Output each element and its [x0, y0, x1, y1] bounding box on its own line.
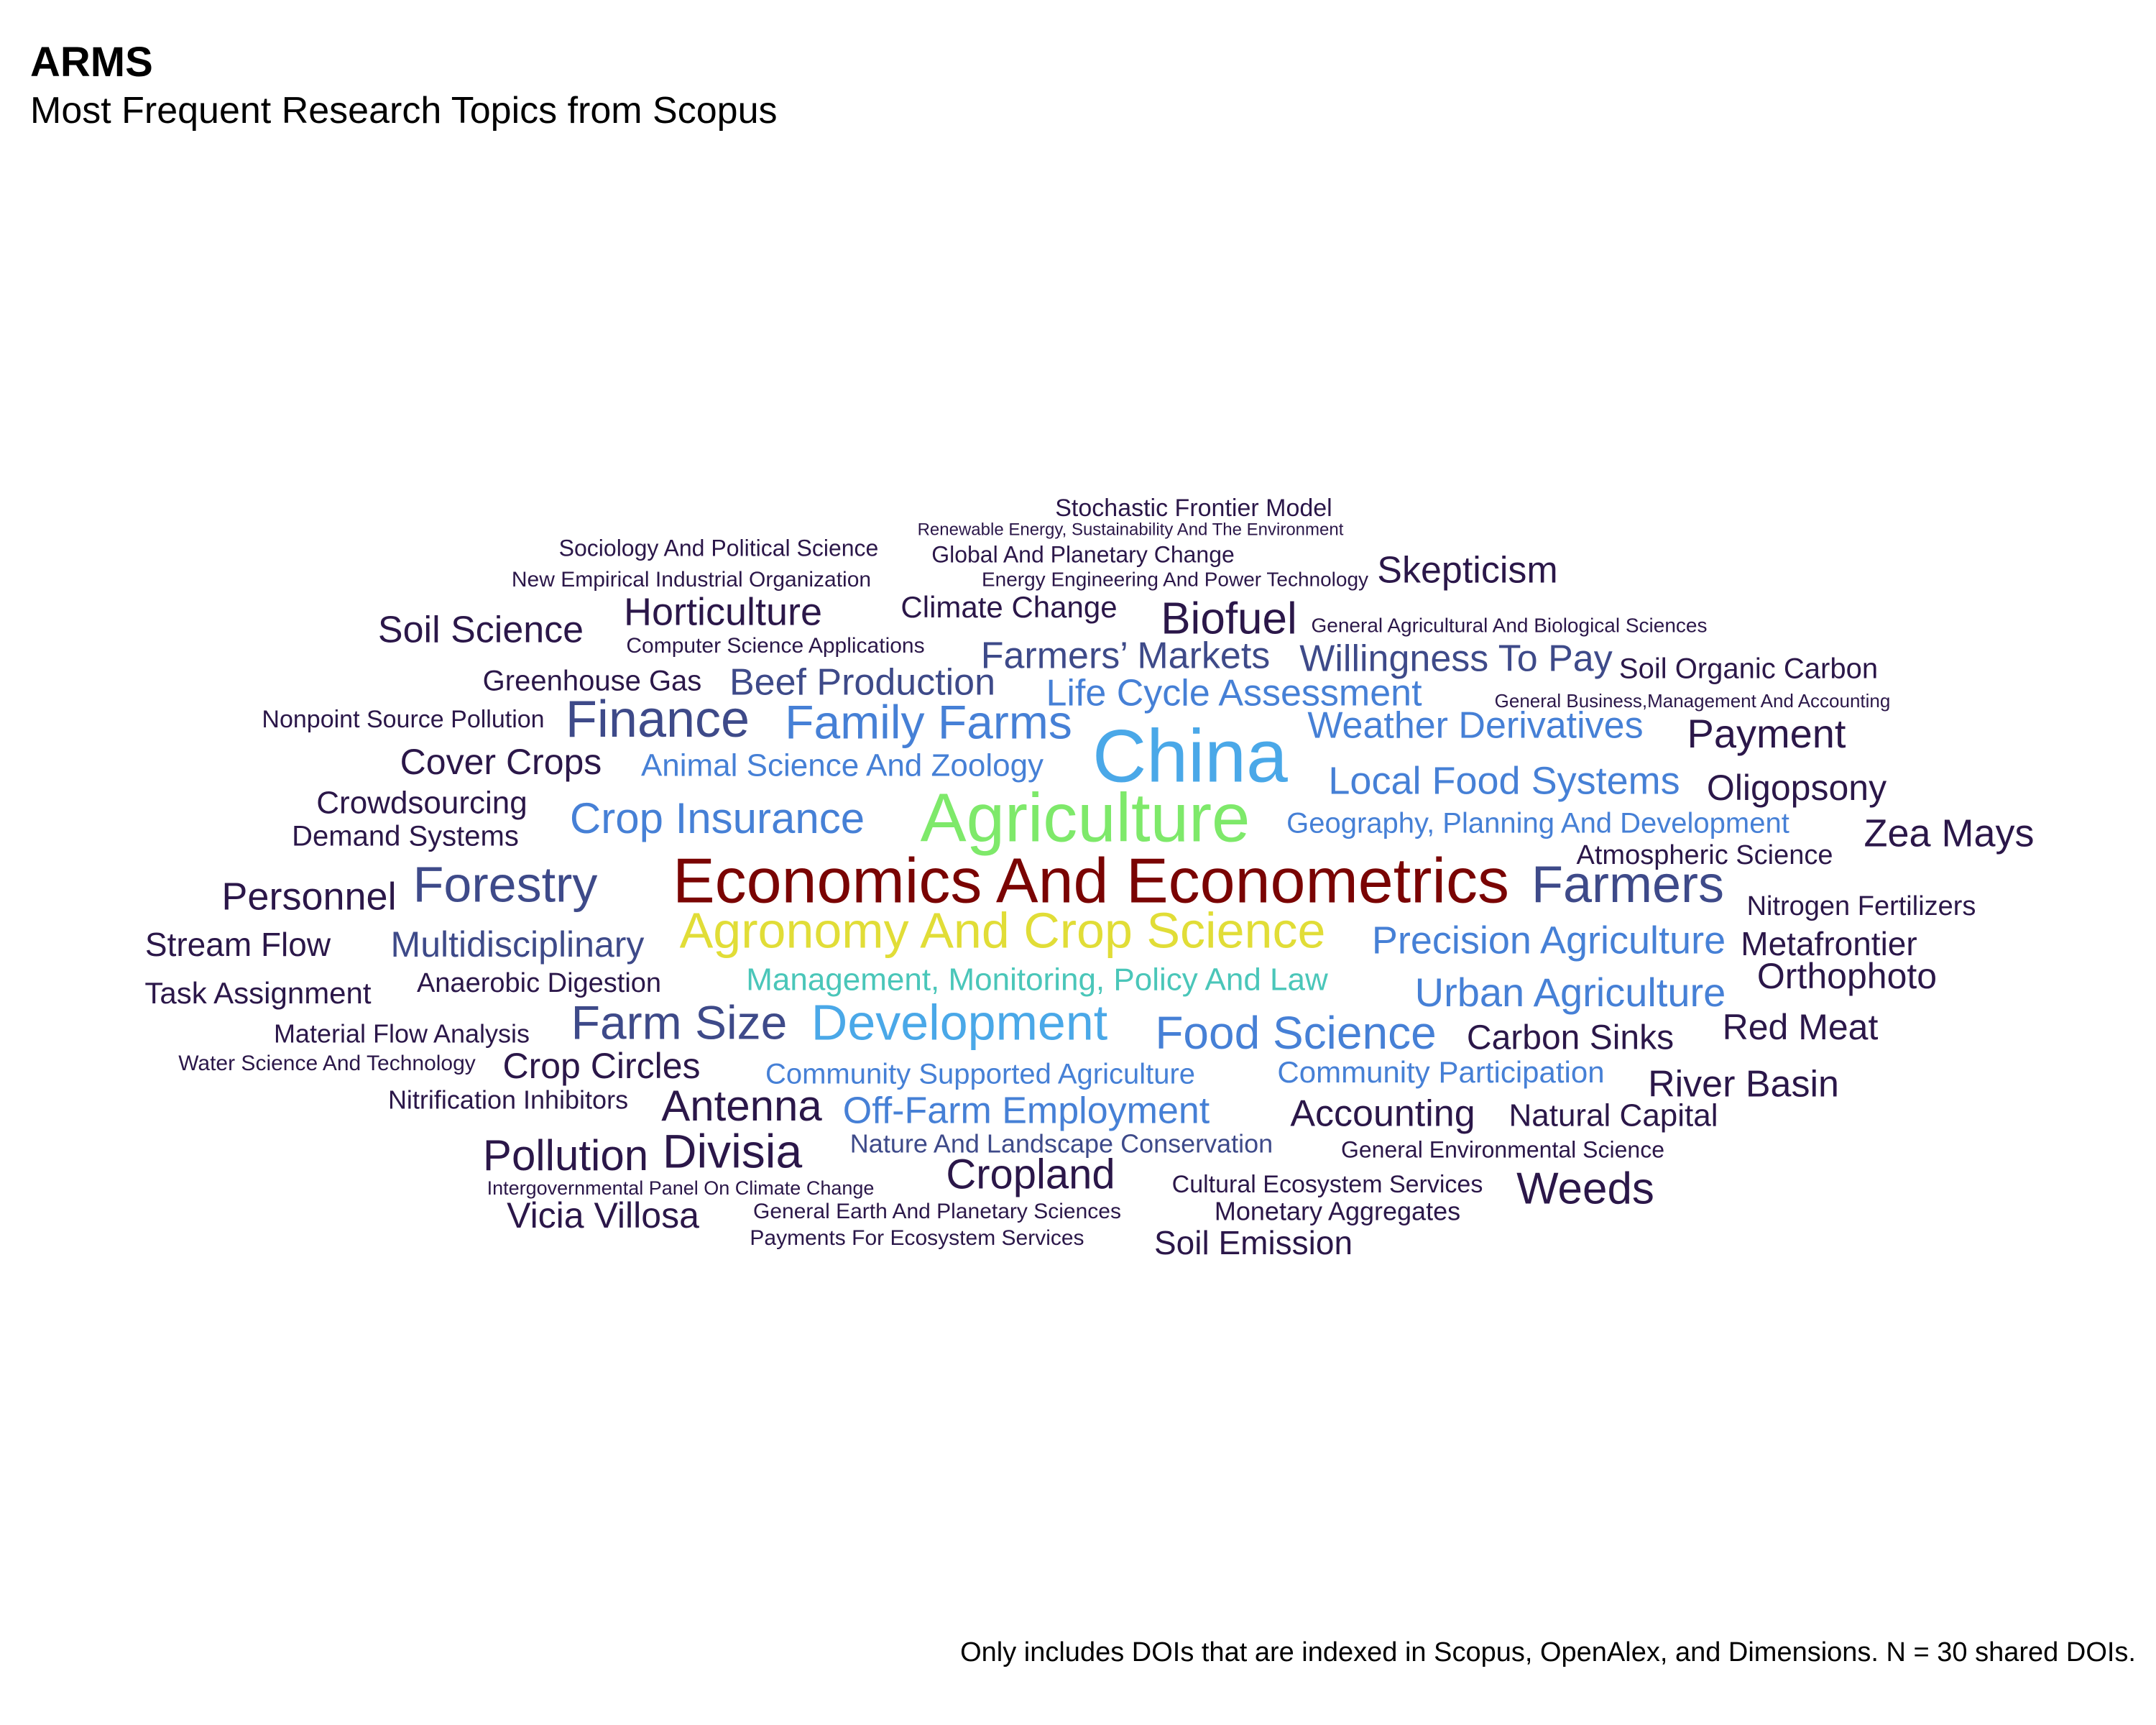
chart-caption: Only includes DOIs that are indexed in S…: [960, 1637, 2136, 1668]
word-payments-for-ecosystem-services: Payments For Ecosystem Services: [750, 1226, 1084, 1250]
word-water-science-and-technology: Water Science And Technology: [178, 1052, 476, 1075]
word-computer-science-applications: Computer Science Applications: [626, 634, 924, 658]
word-nitrification-inhibitors: Nitrification Inhibitors: [388, 1085, 628, 1115]
word-nitrogen-fertilizers: Nitrogen Fertilizers: [1747, 891, 1976, 921]
word-finance: Finance: [566, 691, 750, 748]
word-zea-mays: Zea Mays: [1864, 811, 2034, 855]
word-red-meat: Red Meat: [1723, 1007, 1879, 1047]
word-greenhouse-gas: Greenhouse Gas: [483, 666, 702, 697]
word-energy-engineering-and-power-technology: Energy Engineering And Power Technology: [982, 568, 1368, 590]
word-geography-planning-and-development: Geography, Planning And Development: [1286, 808, 1789, 840]
word-family-farms: Family Farms: [785, 695, 1072, 748]
word-general-earth-and-planetary-sciences: General Earth And Planetary Sciences: [753, 1200, 1121, 1223]
word-climate-change: Climate Change: [900, 590, 1117, 624]
word-material-flow-analysis: Material Flow Analysis: [274, 1019, 530, 1049]
word-horticulture: Horticulture: [624, 590, 822, 633]
word-farmers: Farmers: [1531, 856, 1724, 914]
word-intergovernmental-panel-on-climate-change: Intergovernmental Panel On Climate Chang…: [487, 1177, 875, 1199]
chart-subtitle: Most Frequent Research Topics from Scopu…: [30, 90, 778, 132]
word-sociology-and-political-science: Sociology And Political Science: [559, 535, 879, 561]
word-general-environmental-science: General Environmental Science: [1341, 1136, 1664, 1162]
word-antenna: Antenna: [661, 1082, 822, 1130]
word-willingness-to-pay: Willingness To Pay: [1299, 638, 1612, 680]
word-renewable-energy-sustainability-and-the-environment: Renewable Energy, Sustainability And The…: [918, 520, 1344, 539]
word-new-empirical-industrial-organization: New Empirical Industrial Organization: [512, 568, 871, 592]
word-metafrontier: Metafrontier: [1741, 925, 1917, 962]
word-crop-insurance: Crop Insurance: [570, 794, 865, 842]
word-stochastic-frontier-model: Stochastic Frontier Model: [1055, 494, 1332, 522]
word-agriculture: Agriculture: [921, 779, 1250, 856]
word-life-cycle-assessment: Life Cycle Assessment: [1046, 673, 1422, 714]
word-pollution: Pollution: [483, 1131, 648, 1179]
word-demand-systems: Demand Systems: [292, 821, 519, 852]
word-animal-science-and-zoology: Animal Science And Zoology: [641, 748, 1044, 783]
word-personnel: Personnel: [221, 875, 396, 918]
word-carbon-sinks: Carbon Sinks: [1467, 1019, 1674, 1057]
word-weather-derivatives: Weather Derivatives: [1307, 705, 1643, 747]
word-economics-and-econometrics: Economics And Econometrics: [673, 845, 1509, 916]
word-farmers-markets: Farmers’ Markets: [981, 635, 1271, 677]
word-management-monitoring-policy-and-law: Management, Monitoring, Policy And Law: [746, 962, 1328, 998]
word-nonpoint-source-pollution: Nonpoint Source Pollution: [262, 706, 544, 733]
word-urban-agriculture: Urban Agriculture: [1415, 970, 1726, 1015]
word-community-participation: Community Participation: [1277, 1055, 1604, 1089]
word-agronomy-and-crop-science: Agronomy And Crop Science: [680, 902, 1326, 958]
word-nature-and-landscape-conservation: Nature And Landscape Conservation: [850, 1129, 1273, 1159]
word-soil-emission: Soil Emission: [1154, 1224, 1353, 1261]
word-development: Development: [811, 994, 1107, 1050]
word-natural-capital: Natural Capital: [1508, 1098, 1718, 1133]
chart-title: ARMS: [30, 39, 153, 86]
word-weeds: Weeds: [1516, 1164, 1654, 1213]
word-farm-size: Farm Size: [571, 995, 788, 1049]
word-community-supported-agriculture: Community Supported Agriculture: [765, 1059, 1195, 1090]
word-general-business-management-and-accounting: General Business,Management And Accounti…: [1495, 690, 1891, 712]
word-atmospheric-science: Atmospheric Science: [1577, 840, 1833, 870]
word-cultural-ecosystem-services: Cultural Ecosystem Services: [1172, 1171, 1483, 1198]
word-food-science: Food Science: [1155, 1007, 1436, 1059]
word-off-farm-employment: Off-Farm Employment: [843, 1090, 1210, 1132]
word-monetary-aggregates: Monetary Aggregates: [1215, 1197, 1460, 1226]
word-multidisciplinary: Multidisciplinary: [391, 924, 645, 965]
word-crop-circles: Crop Circles: [502, 1046, 700, 1086]
word-orthophoto: Orthophoto: [1757, 956, 1937, 996]
word-crowdsourcing: Crowdsourcing: [316, 786, 527, 821]
word-forestry: Forestry: [413, 856, 598, 912]
word-precision-agriculture: Precision Agriculture: [1372, 919, 1726, 962]
word-divisia: Divisia: [663, 1124, 803, 1177]
word-vicia-villosa: Vicia Villosa: [507, 1195, 699, 1236]
word-skepticism: Skepticism: [1377, 550, 1557, 592]
word-cropland: Cropland: [946, 1151, 1115, 1197]
word-china: China: [1092, 714, 1288, 798]
word-general-agricultural-and-biological-sciences: General Agricultural And Biological Scie…: [1312, 614, 1708, 636]
word-stream-flow: Stream Flow: [145, 926, 331, 963]
word-global-and-planetary-change: Global And Planetary Change: [931, 541, 1235, 567]
word-accounting: Accounting: [1290, 1093, 1475, 1135]
word-river-basin: River Basin: [1648, 1064, 1839, 1105]
word-oligopsony: Oligopsony: [1707, 768, 1886, 808]
word-beef-production: Beef Production: [729, 662, 995, 704]
word-biofuel: Biofuel: [1161, 594, 1297, 643]
word-soil-science: Soil Science: [378, 610, 584, 651]
word-local-food-systems: Local Food Systems: [1328, 759, 1680, 802]
word-task-assignment: Task Assignment: [144, 976, 371, 1010]
word-soil-organic-carbon: Soil Organic Carbon: [1619, 653, 1878, 685]
word-anaerobic-digestion: Anaerobic Digestion: [417, 968, 661, 998]
word-cover-crops: Cover Crops: [400, 742, 602, 782]
word-payment: Payment: [1687, 711, 1846, 756]
